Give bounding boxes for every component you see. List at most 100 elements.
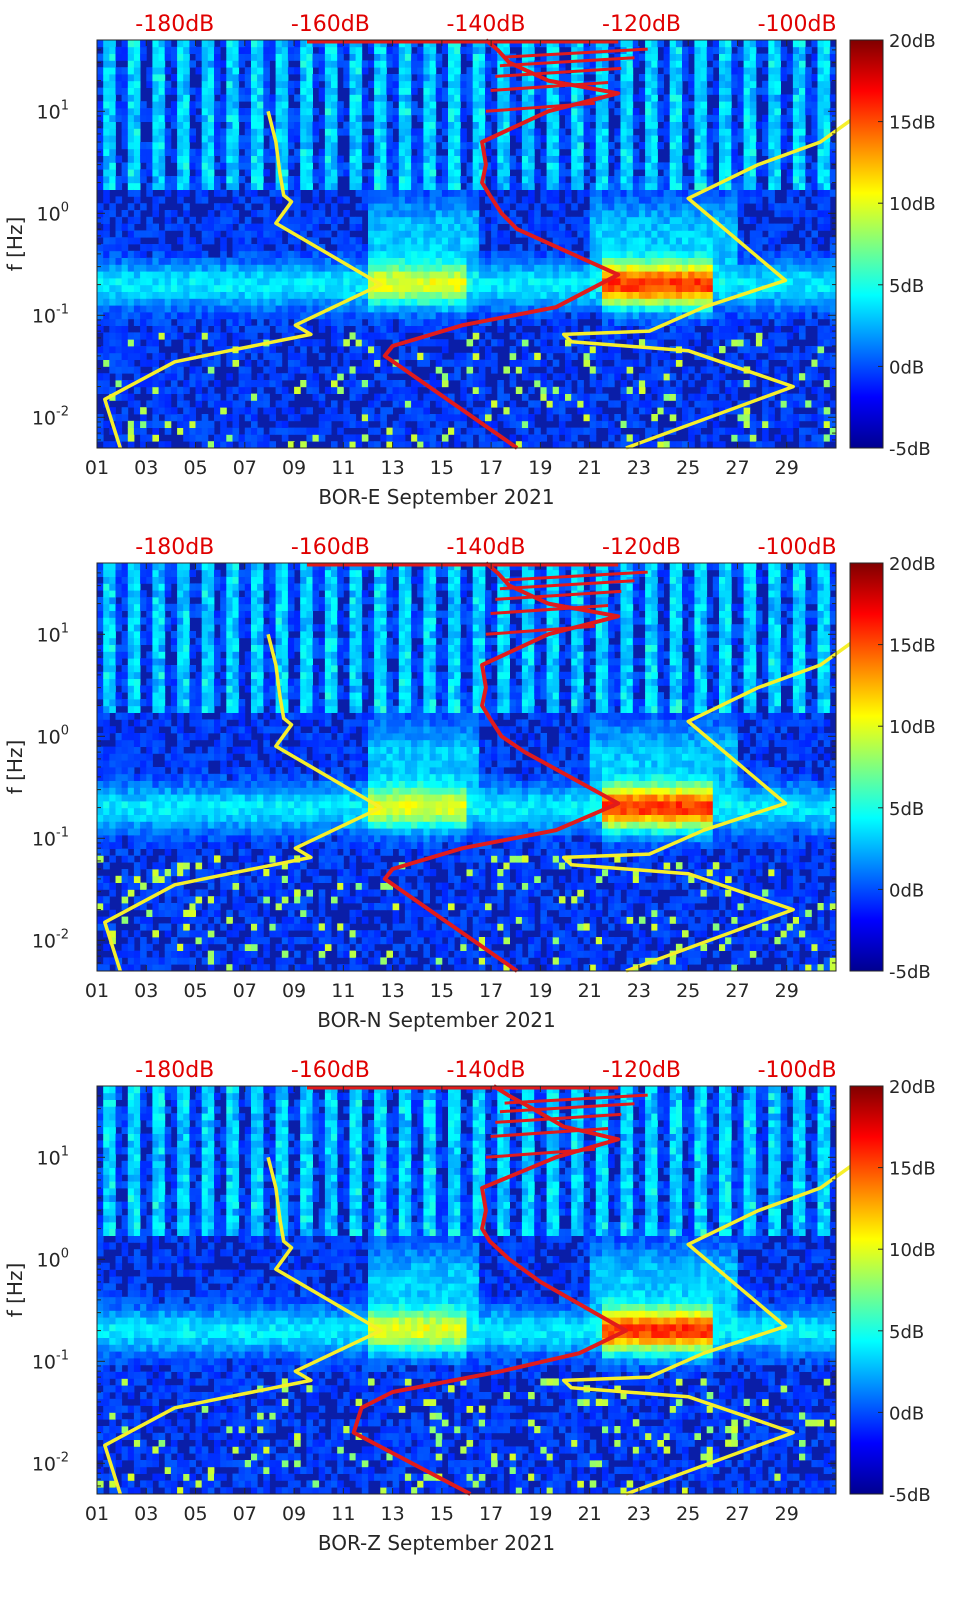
spectrogram-cell bbox=[257, 278, 264, 285]
spectrogram-cell bbox=[454, 94, 461, 101]
spectrogram-cell bbox=[479, 190, 486, 197]
spectrogram-cell bbox=[134, 230, 141, 237]
spectrogram-cell bbox=[430, 339, 437, 346]
spectrogram-cell bbox=[196, 176, 203, 183]
spectrogram-cell bbox=[590, 128, 597, 135]
spectrogram-cell bbox=[473, 244, 480, 251]
spectrogram-cell bbox=[467, 74, 474, 81]
spectrogram-cell bbox=[577, 183, 584, 190]
spectrogram-cell bbox=[134, 149, 141, 156]
spectrogram-cell bbox=[239, 258, 246, 265]
spectrogram-cell bbox=[306, 217, 313, 224]
spectrogram-cell bbox=[614, 169, 621, 176]
spectrogram-cell bbox=[540, 264, 547, 271]
spectrogram-cell bbox=[460, 278, 467, 285]
spectrogram-cell bbox=[553, 319, 560, 326]
spectrogram-cell bbox=[220, 305, 227, 312]
spectrogram-cell bbox=[294, 244, 301, 251]
spectrogram-cell bbox=[134, 183, 141, 190]
spectrogram-cell bbox=[306, 210, 313, 217]
spectrogram-cell bbox=[97, 88, 104, 95]
spectrogram-cell bbox=[454, 122, 461, 129]
spectrogram-cell bbox=[374, 108, 381, 115]
spectrogram-cell bbox=[503, 421, 510, 428]
spectrogram-cell bbox=[627, 387, 634, 394]
spectrogram-cell bbox=[165, 285, 172, 292]
spectrogram-cell bbox=[350, 278, 357, 285]
spectrogram-cell bbox=[454, 190, 461, 197]
spectrogram-cell bbox=[639, 353, 646, 360]
spectrogram-cell bbox=[257, 373, 264, 380]
spectrogram-cell bbox=[405, 162, 412, 169]
spectrogram-cell bbox=[109, 54, 116, 61]
spectrogram-cell bbox=[577, 264, 584, 271]
spectrogram-cell bbox=[676, 360, 683, 367]
spectrogram-cell bbox=[497, 149, 504, 156]
spectrogram-cell bbox=[233, 135, 240, 142]
spectrogram-cell bbox=[510, 319, 517, 326]
spectrogram-cell bbox=[152, 135, 159, 142]
spectrogram-cell bbox=[436, 210, 443, 217]
spectrogram-cell bbox=[676, 67, 683, 74]
spectrogram-cell bbox=[202, 271, 209, 278]
spectrogram-cell bbox=[540, 176, 547, 183]
spectrogram-cell bbox=[744, 54, 751, 61]
spectrogram-cell bbox=[473, 251, 480, 258]
spectrogram-cell bbox=[159, 298, 166, 305]
spectrogram-cell bbox=[454, 251, 461, 258]
spectrogram-cell bbox=[645, 428, 652, 435]
spectrogram-cell bbox=[263, 196, 270, 203]
spectrogram-cell bbox=[319, 434, 326, 441]
spectrogram-cell bbox=[134, 407, 141, 414]
spectrogram-cell bbox=[140, 101, 147, 108]
spectrogram-cell bbox=[233, 81, 240, 88]
spectrogram-cell bbox=[701, 115, 708, 122]
spectrogram-cell bbox=[577, 128, 584, 135]
spectrogram-cell bbox=[553, 169, 560, 176]
spectrogram-cell bbox=[128, 251, 135, 258]
spectrogram-cell bbox=[257, 237, 264, 244]
spectrogram-cell bbox=[627, 74, 634, 81]
spectrogram-cell bbox=[196, 101, 203, 108]
spectrogram-cell bbox=[116, 278, 123, 285]
spectrogram-cell bbox=[738, 339, 745, 346]
spectrogram-cell bbox=[306, 203, 313, 210]
spectrogram-cell bbox=[670, 326, 677, 333]
spectrogram-cell bbox=[159, 156, 166, 163]
spectrogram-cell bbox=[257, 428, 264, 435]
spectrogram-cell bbox=[719, 190, 726, 197]
spectrogram-cell bbox=[670, 298, 677, 305]
spectrogram-cell bbox=[448, 373, 455, 380]
spectrogram-cell bbox=[596, 353, 603, 360]
spectrogram-cell bbox=[171, 387, 178, 394]
spectrogram-cell bbox=[251, 380, 258, 387]
spectrogram-cell bbox=[701, 394, 708, 401]
spectrogram-cell bbox=[436, 258, 443, 265]
spectrogram-cell bbox=[393, 122, 400, 129]
spectrogram-cell bbox=[282, 47, 289, 54]
spectrogram-cell bbox=[393, 142, 400, 149]
spectrogram-cell bbox=[386, 54, 393, 61]
spectrogram-cell bbox=[559, 142, 566, 149]
spectrogram-cell bbox=[657, 339, 664, 346]
spectrogram-cell bbox=[282, 400, 289, 407]
spectrogram-cell bbox=[670, 60, 677, 67]
spectrogram-cell bbox=[380, 251, 387, 258]
spectrogram-cell bbox=[725, 122, 732, 129]
spectrogram-cell bbox=[356, 169, 363, 176]
spectrogram-cell bbox=[473, 60, 480, 67]
spectrogram-cell bbox=[300, 162, 307, 169]
spectrogram-cell bbox=[276, 122, 283, 129]
spectrogram-cell bbox=[553, 183, 560, 190]
spectrogram-cell bbox=[214, 149, 221, 156]
spectrogram-cell bbox=[269, 346, 276, 353]
spectrogram-cell bbox=[399, 162, 406, 169]
spectrogram-cell bbox=[682, 115, 689, 122]
spectrogram-cell bbox=[380, 319, 387, 326]
spectrogram-cell bbox=[460, 115, 467, 122]
spectrogram-cell bbox=[220, 339, 227, 346]
spectrogram-cell bbox=[639, 285, 646, 292]
spectrogram-cell bbox=[220, 142, 227, 149]
spectrogram-cell bbox=[214, 380, 221, 387]
spectrogram-cell bbox=[651, 94, 658, 101]
